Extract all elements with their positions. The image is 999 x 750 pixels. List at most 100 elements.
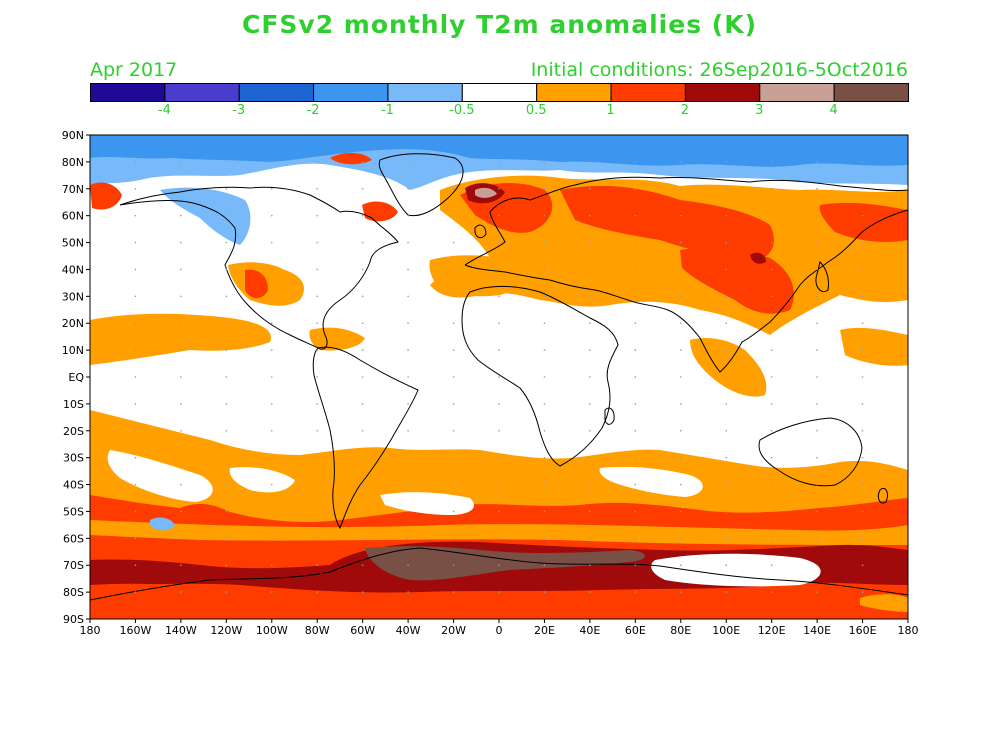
lat-label: 90S bbox=[63, 613, 84, 626]
colorbar-bin bbox=[833, 83, 909, 102]
graticule-dot bbox=[634, 214, 637, 217]
graticule-dot bbox=[361, 483, 364, 486]
graticule-dot bbox=[316, 591, 319, 593]
graticule-dot bbox=[498, 537, 500, 540]
graticule-dot bbox=[861, 295, 864, 298]
graticule-dot bbox=[725, 241, 728, 244]
graticule-dot bbox=[861, 376, 864, 378]
graticule-dot bbox=[725, 322, 728, 325]
graticule-dot bbox=[407, 161, 409, 163]
graticule-dot bbox=[725, 483, 728, 486]
graticule-dot bbox=[225, 483, 228, 486]
graticule-dot bbox=[543, 429, 546, 432]
colorbar-bin bbox=[164, 83, 240, 102]
graticule-dot bbox=[770, 456, 773, 459]
graticule-dot bbox=[361, 429, 364, 432]
graticule-dot bbox=[543, 268, 546, 271]
graticule-dot bbox=[589, 161, 591, 163]
graticule-dot bbox=[634, 510, 637, 513]
graticule-dot bbox=[725, 187, 728, 190]
graticule-dot bbox=[725, 349, 728, 351]
graticule-dot bbox=[225, 241, 228, 244]
lat-label: 60S bbox=[63, 532, 84, 545]
graticule-dot bbox=[270, 187, 273, 190]
graticule-dot bbox=[634, 376, 637, 378]
graticule-dot bbox=[180, 295, 182, 298]
graticule-dot bbox=[543, 187, 546, 190]
graticule-dot bbox=[816, 483, 818, 486]
graticule-dot bbox=[770, 161, 773, 163]
graticule-dot bbox=[180, 349, 182, 351]
graticule-dot bbox=[407, 591, 409, 593]
graticule-dot bbox=[407, 537, 409, 540]
graticule-dot bbox=[180, 483, 182, 486]
anomaly-map: 90N 80N 70N 60N 50N 40N 30N 20N 10N EQ 10S 20S 30S 40… bbox=[62, 129, 919, 637]
graticule-dot bbox=[861, 322, 864, 325]
uk-coastline bbox=[474, 224, 487, 239]
colorbar-bin bbox=[536, 83, 612, 102]
graticule-dot bbox=[361, 241, 364, 244]
graticule-dot bbox=[407, 456, 409, 459]
eurasia-coastline bbox=[464, 176, 909, 373]
graticule-dot bbox=[498, 591, 500, 593]
graticule-dot bbox=[316, 483, 319, 486]
graticule-dot bbox=[407, 241, 409, 244]
graticule-dot bbox=[498, 564, 500, 567]
graticule-dot bbox=[407, 429, 409, 432]
graticule-dot bbox=[589, 403, 591, 405]
coastlines bbox=[89, 153, 909, 601]
graticule-dot bbox=[543, 456, 546, 459]
graticule-dot bbox=[134, 510, 137, 513]
graticule-dot bbox=[180, 161, 182, 163]
graticule-dot bbox=[770, 483, 773, 486]
lat-label: 70N bbox=[62, 183, 84, 196]
antarctica-coastline bbox=[89, 547, 909, 601]
graticule-dot bbox=[134, 187, 137, 190]
ross-white-region bbox=[651, 553, 821, 587]
graticule-dot bbox=[543, 483, 546, 486]
graticule-dot bbox=[816, 268, 818, 271]
graticule-dot bbox=[679, 268, 682, 271]
graticule-dot bbox=[180, 510, 182, 513]
graticule-dot bbox=[498, 161, 500, 163]
graticule-dot bbox=[134, 429, 137, 432]
iceland-extreme-core bbox=[475, 187, 497, 198]
chart-title: CFSv2 monthly T2m anomalies (K) bbox=[241, 10, 758, 39]
lat-label: 30S bbox=[63, 452, 84, 465]
graticule-dot bbox=[134, 349, 137, 351]
graticule-dot bbox=[407, 376, 409, 378]
graticule-dot bbox=[770, 403, 773, 405]
asia-strong-warm bbox=[680, 247, 794, 314]
asia-hot-core bbox=[750, 252, 766, 264]
lat-label: 50N bbox=[62, 237, 84, 250]
graticule-dot bbox=[770, 268, 773, 271]
graticule-dot bbox=[361, 295, 364, 298]
graticule-dot bbox=[270, 429, 273, 432]
graticule-dot bbox=[816, 161, 818, 163]
graticule-dot bbox=[498, 187, 500, 190]
lon-label: 180 bbox=[898, 624, 919, 637]
graticule-dot bbox=[589, 483, 591, 486]
tropical-west-pacific-warm bbox=[840, 327, 908, 366]
graticule-dot bbox=[452, 537, 455, 540]
colorbar-label: -1 bbox=[380, 103, 394, 118]
longitude-axis: 180 160W 140W 120W 100W 80W 60W 40W 20W 0 20E 40E 60… bbox=[80, 619, 919, 637]
graticule-dot bbox=[861, 268, 864, 271]
graticule-dot bbox=[770, 510, 773, 513]
graticule-dot bbox=[634, 564, 637, 567]
lon-label: 160E bbox=[849, 624, 877, 637]
graticule-dot bbox=[816, 322, 818, 325]
lat-label: 80S bbox=[63, 586, 84, 599]
graticule-dot bbox=[225, 591, 228, 593]
graticule-dot bbox=[634, 241, 637, 244]
graticule-dot bbox=[452, 456, 455, 459]
siberia-east-warm bbox=[819, 202, 908, 243]
graticule-dot bbox=[679, 187, 682, 190]
graticule-dot bbox=[816, 429, 818, 432]
graticule-dot bbox=[316, 510, 319, 513]
antarctic-strong-warm bbox=[90, 583, 908, 619]
graticule-dot bbox=[180, 456, 182, 459]
lon-label: 120W bbox=[210, 624, 242, 637]
lon-label: 80E bbox=[670, 624, 691, 637]
graticule-dot bbox=[498, 403, 500, 405]
